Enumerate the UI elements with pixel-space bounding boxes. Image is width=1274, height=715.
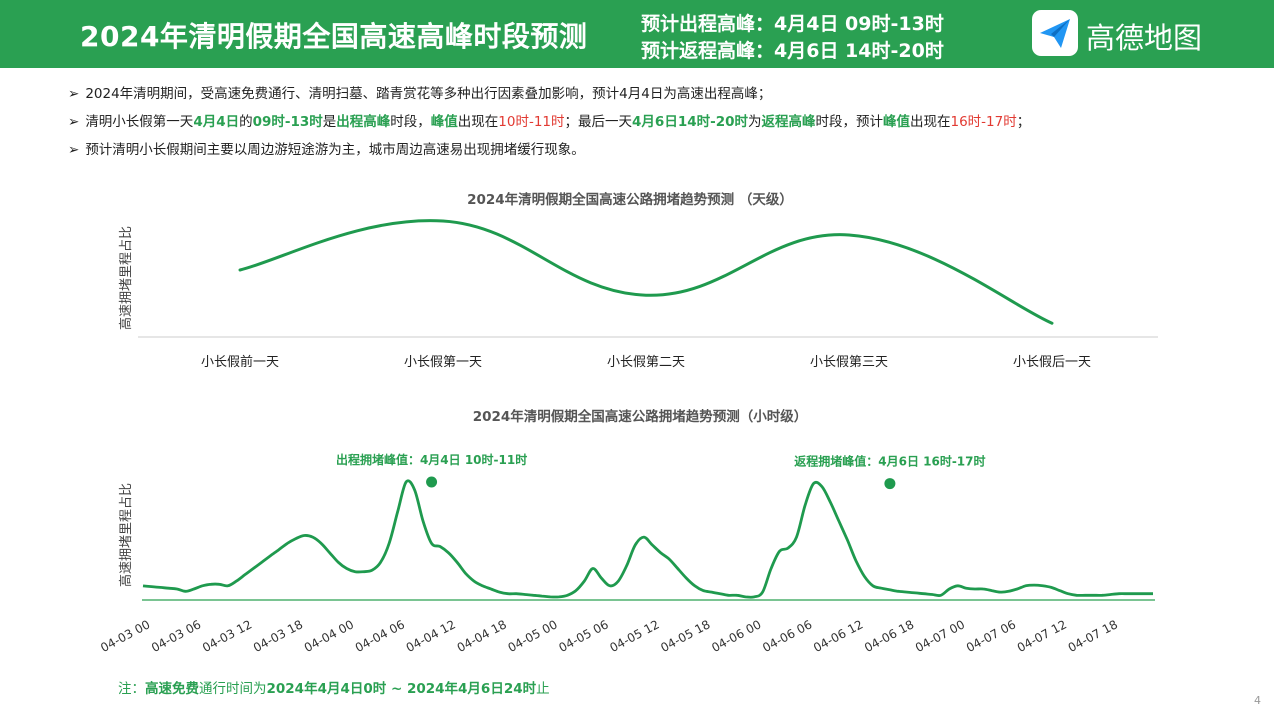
footnote-free-label: 高速免费: [145, 681, 199, 697]
peak-annotation: 返程拥堵峰值：4月6日 16时-17时: [794, 454, 985, 469]
hourly-x-tick-label: 04-04 12: [404, 617, 458, 655]
logo-text: 高德地图: [1086, 21, 1203, 55]
hourly-chart-title: 2024年清明假期全国高速公路拥堵趋势预测（小时级）: [473, 408, 808, 425]
daily-x-tick-label: 小长假后一天: [1013, 355, 1091, 370]
hourly-x-tick-label: 04-07 18: [1066, 617, 1120, 655]
hourly-x-tick-label: 04-07 00: [913, 617, 967, 655]
hourly-series-line: [142, 479, 1153, 599]
hourly-x-tick-label: 04-07 12: [1015, 617, 1069, 655]
daily-x-tick-label: 小长假第二天: [607, 355, 685, 370]
daily-x-tick-label: 小长假前一天: [201, 354, 279, 370]
paper-plane-icon: [1032, 10, 1078, 56]
peak-marker: [884, 478, 896, 490]
hourly-x-tick-label: 04-06 06: [760, 617, 814, 655]
hourly-x-tick-label: 04-07 06: [964, 617, 1018, 655]
bullet-item: ➢ 清明小长假第一天4月4日的09时-13时是出程高峰时段，峰值出现在10时-11…: [68, 114, 1031, 130]
hourly-x-tick-label: 04-04 18: [455, 617, 509, 655]
daily-series-line: [238, 219, 1054, 325]
daily-chart-ylabel: 高速拥堵里程占比: [118, 226, 134, 330]
hourly-x-tick-label: 04-03 06: [149, 617, 203, 655]
daily-trend-chart: 2024年清明假期全国高速公路拥堵趋势预测 （天级） 高速拥堵里程占比 小长假前…: [118, 191, 1158, 370]
bullet-arrow-icon: ➢: [68, 142, 80, 158]
daily-x-tick-label: 小长假第一天: [404, 355, 482, 370]
bullet-arrow-icon: ➢: [68, 86, 80, 102]
hourly-x-tick-label: 04-05 12: [607, 617, 661, 655]
peak-annotation: 出程拥堵峰值：4月4日 10时-11时: [336, 452, 527, 467]
amap-logo: 高德地图: [1032, 10, 1232, 56]
hourly-trend-chart: 2024年清明假期全国高速公路拥堵趋势预测（小时级） 高速拥堵里程占比 04-0…: [98, 408, 1155, 655]
hourly-chart-ylabel: 高速拥堵里程占比: [118, 483, 134, 587]
hourly-x-tick-label: 04-04 06: [353, 617, 407, 655]
hourly-x-tick-label: 04-06 00: [709, 617, 763, 655]
peak-marker: [426, 476, 438, 488]
footnote: 注：高速免费通行时间为2024年4月4日0时 ~ 2024年4月6日24时止: [118, 681, 550, 697]
hourly-x-tick-label: 04-04 00: [302, 617, 356, 655]
hourly-x-tick-label: 04-06 12: [811, 617, 865, 655]
page-number: 4: [1254, 694, 1261, 707]
bullet-item: ➢ 预计清明小长假期间主要以周边游短途游为主，城市周边高速易出现拥堵缓行现象。: [68, 142, 585, 158]
hourly-x-tick-label: 04-03 12: [200, 617, 254, 655]
bullet-list: ➢ 2024年清明期间，受高速免费通行、清明扫墓、踏青赏花等多种出行因素叠加影响，…: [68, 80, 1258, 164]
hourly-x-tick-label: 04-05 18: [658, 617, 712, 655]
peak-outbound-text: 预计出程高峰：4月4日 09时-13时: [641, 13, 944, 35]
bullet-item: ➢ 2024年清明期间，受高速免费通行、清明扫墓、踏青赏花等多种出行因素叠加影响，…: [68, 86, 772, 102]
hourly-x-tick-label: 04-05 06: [557, 617, 611, 655]
daily-x-tick-label: 小长假第三天: [810, 355, 888, 370]
page-title: 2024年清明假期全国高速高峰时段预测: [80, 20, 588, 53]
hourly-x-tick-label: 04-06 18: [862, 617, 916, 655]
footnote-period: 2024年4月4日0时 ~ 2024年4月6日24时: [266, 681, 537, 697]
peak-return-text: 预计返程高峰：4月6日 14时-20时: [641, 40, 944, 62]
hourly-x-tick-label: 04-03 00: [98, 617, 152, 655]
hourly-x-tick-label: 04-05 00: [506, 617, 560, 655]
bullet-arrow-icon: ➢: [68, 114, 80, 130]
hourly-x-tick-label: 04-03 18: [251, 617, 305, 655]
daily-chart-title: 2024年清明假期全国高速公路拥堵趋势预测 （天级）: [467, 191, 793, 208]
